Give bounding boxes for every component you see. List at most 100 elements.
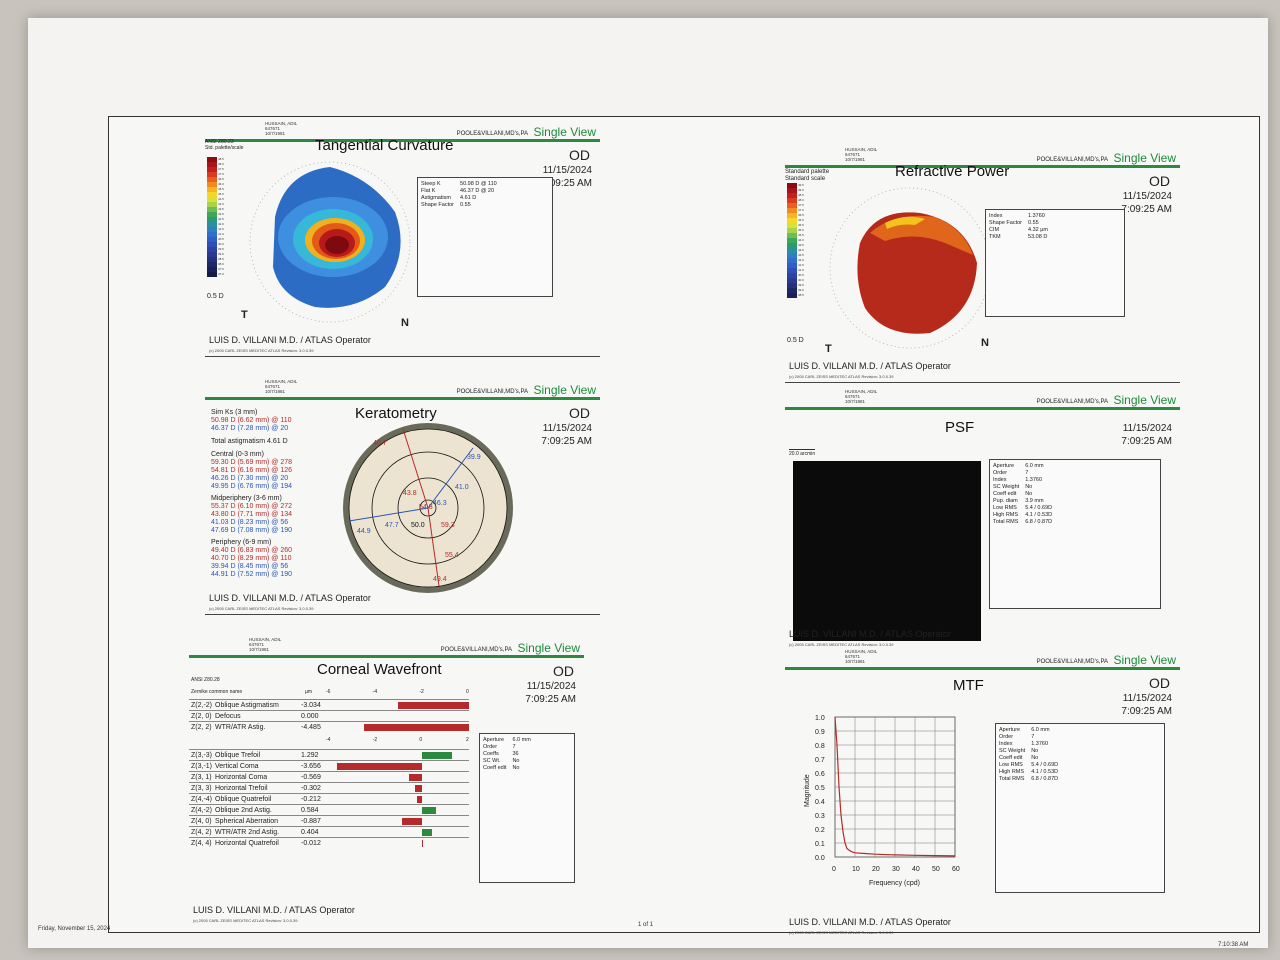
info-row: Coeff edit No bbox=[999, 755, 1039, 761]
zernike-row: Z(2, 2) WTR/ATR Astig. -4.485 bbox=[189, 721, 469, 733]
ring-value: 44.9 bbox=[357, 528, 371, 535]
ansi-label: ANSI Z80.28 bbox=[191, 677, 220, 683]
copyright-line: (c) 2005 CARL ZEISS MEDITEC ATLAS Revisi… bbox=[789, 374, 894, 379]
zernike-code: Z(2,-2) bbox=[191, 702, 212, 709]
zernike-value: 0.584 bbox=[301, 807, 319, 814]
x-tick-label: 30 bbox=[892, 866, 900, 873]
patient-id-block: HUSSAIN, ADIL 647671 10/7/1981 bbox=[249, 637, 282, 652]
info-row: Aperture 6.0 mm bbox=[999, 727, 1050, 733]
green-bar bbox=[205, 397, 600, 400]
x-tick-label: 20 bbox=[872, 866, 880, 873]
exam-time: 7:09:25 AM bbox=[525, 694, 576, 705]
zernike-row: Z(2,-2) Oblique Astigmatism -3.034 bbox=[189, 699, 469, 711]
axis-tick: 0 bbox=[466, 689, 469, 695]
scale-step-value: 46.5 bbox=[207, 177, 224, 182]
panel-keratometry: HUSSAIN, ADIL 647671 10/7/1981 POOLE&VILLA… bbox=[205, 379, 600, 619]
zernike-name: Oblique Quatrefoil bbox=[215, 796, 272, 803]
scale-step-value: 44.5 bbox=[787, 233, 804, 238]
single-view-label: Single View bbox=[1113, 393, 1176, 407]
coefficient-bar bbox=[422, 752, 453, 759]
ring-value: 55.4 bbox=[445, 552, 459, 559]
axis-tick: -2 bbox=[372, 737, 378, 743]
scale-step-value: 39.0 bbox=[207, 252, 224, 257]
coefficient-bar bbox=[398, 702, 469, 709]
scale-step-value: 40.0 bbox=[207, 242, 224, 247]
scale-step-value: 41.0 bbox=[207, 232, 224, 237]
temporal-label: T bbox=[825, 343, 832, 355]
operator-label: LUIS D. VILLANI M.D. / ATLAS Operator bbox=[789, 917, 951, 927]
scale-step-value: 45.5 bbox=[787, 223, 804, 228]
y-tick-label: 0.3 bbox=[815, 813, 825, 820]
scale-step-value: 37.0 bbox=[207, 272, 224, 277]
info-row: Shape Factor 0.55 bbox=[989, 220, 1039, 226]
panel-wavefront: HUSSAIN, ADIL 647671 10/7/1981 POOLE&VILLA… bbox=[189, 637, 584, 927]
x-tick-label: 60 bbox=[952, 866, 960, 873]
x-tick-label: 50 bbox=[932, 866, 940, 873]
zernike-name: Horizontal Quatrefoil bbox=[215, 840, 279, 847]
coefficient-bar bbox=[415, 785, 423, 792]
operator-label: LUIS D. VILLANI M.D. / ATLAS Operator bbox=[789, 629, 951, 639]
patient-id-block: HUSSAIN, ADIL 647671 10/7/1981 bbox=[845, 147, 878, 162]
x-tick-label: 0 bbox=[832, 866, 836, 873]
exam-time: 7:09:25 AM bbox=[541, 436, 592, 447]
ring-value: 41.0 bbox=[455, 484, 469, 491]
info-row: Index 1.3760 bbox=[999, 741, 1049, 747]
scale-step-value: 41.5 bbox=[207, 227, 224, 232]
wavefront-axis-2: -4 -2 0 2 bbox=[326, 737, 469, 745]
eye-label: OD bbox=[1149, 173, 1170, 189]
single-view-label: Single View bbox=[533, 383, 596, 397]
ring-value: 40.7 bbox=[373, 440, 387, 447]
unit-label: µm bbox=[305, 689, 313, 695]
wavefront-axis-1: -6 -4 -2 0 bbox=[326, 689, 469, 697]
panel-title: Corneal Wavefront bbox=[317, 661, 442, 678]
zernike-value: -4.485 bbox=[301, 724, 321, 731]
scale-step-value: 42.5 bbox=[207, 217, 224, 222]
eye-label: OD bbox=[1149, 675, 1170, 691]
scale-step-value: 44.5 bbox=[207, 197, 224, 202]
nasal-label: N bbox=[981, 337, 989, 349]
scale-step-value: 37.5 bbox=[207, 267, 224, 272]
scale-step-value: 43.0 bbox=[787, 248, 804, 253]
zernike-value: -3.034 bbox=[301, 702, 321, 709]
axis-tick: -6 bbox=[326, 689, 331, 695]
eye-label: OD bbox=[553, 663, 574, 679]
info-row: Aperture 6.0 mm bbox=[993, 463, 1044, 469]
footer-time: 7:10:38 AM bbox=[1218, 942, 1249, 948]
exam-time: 7:09:25 AM bbox=[1121, 436, 1172, 447]
y-tick-label: 0.1 bbox=[815, 841, 825, 848]
info-row: Aperture 6.0 mm bbox=[483, 737, 531, 743]
zernike-row: Z(4, 2) WTR/ATR 2nd Astig. 0.404 bbox=[189, 826, 469, 838]
copyright-line: (c) 2005 CARL ZEISS MEDITEC ATLAS Revisi… bbox=[209, 606, 314, 611]
info-row: Total RMS 6.8 / 0.87D bbox=[993, 519, 1053, 525]
zernike-value: -0.302 bbox=[301, 785, 321, 792]
scale-step: 0.5 D bbox=[207, 293, 224, 300]
green-bar bbox=[785, 407, 1180, 410]
zernike-name: Oblique Astigmatism bbox=[215, 702, 279, 709]
exam-date: 11/15/2024 bbox=[542, 423, 592, 434]
zernike-name: Defocus bbox=[215, 713, 241, 720]
printed-sheet: HUSSAIN, ADIL 647671 10/7/1981 POOLE&VILLA… bbox=[28, 18, 1268, 948]
ring-value: 43.8 bbox=[403, 490, 417, 497]
operator-label: LUIS D. VILLANI M.D. / ATLAS Operator bbox=[789, 361, 951, 371]
y-tick-label: 0.5 bbox=[815, 785, 825, 792]
exam-time: 7:09:25 AM bbox=[1121, 706, 1172, 717]
operator-label: LUIS D. VILLANI M.D. / ATLAS Operator bbox=[209, 335, 371, 345]
info-row: Total RMS 6.8 / 0.87D bbox=[999, 776, 1059, 782]
single-view-label: Single View bbox=[1113, 653, 1176, 667]
clinic-name: POOLE&VILLANI,MD's,PA bbox=[1036, 157, 1108, 163]
zernike-code: Z(4, 0) bbox=[191, 818, 212, 825]
panel-title: MTF bbox=[953, 677, 984, 694]
info-row: Astigmatism 4.61 D bbox=[421, 195, 477, 201]
zernike-value: 1.292 bbox=[301, 752, 319, 759]
zernike-col-label: Zernike common name bbox=[191, 689, 243, 695]
coefficient-bar bbox=[422, 829, 432, 836]
scale-step-value: 46.5 bbox=[787, 213, 804, 218]
clinic-name: POOLE&VILLANI,MD's,PA bbox=[440, 647, 512, 653]
panel-tangential: HUSSAIN, ADIL 647671 10/7/1981 POOLE&VILLA… bbox=[205, 121, 600, 361]
zernike-code: Z(4, 4) bbox=[191, 840, 212, 847]
panel-title: PSF bbox=[945, 419, 975, 436]
clinic-name: POOLE&VILLANI,MD's,PA bbox=[1036, 399, 1108, 405]
scale-step-value: 44.0 bbox=[207, 202, 224, 207]
zernike-code: Z(4,-4) bbox=[191, 796, 212, 803]
axis-tick: -2 bbox=[419, 689, 424, 695]
